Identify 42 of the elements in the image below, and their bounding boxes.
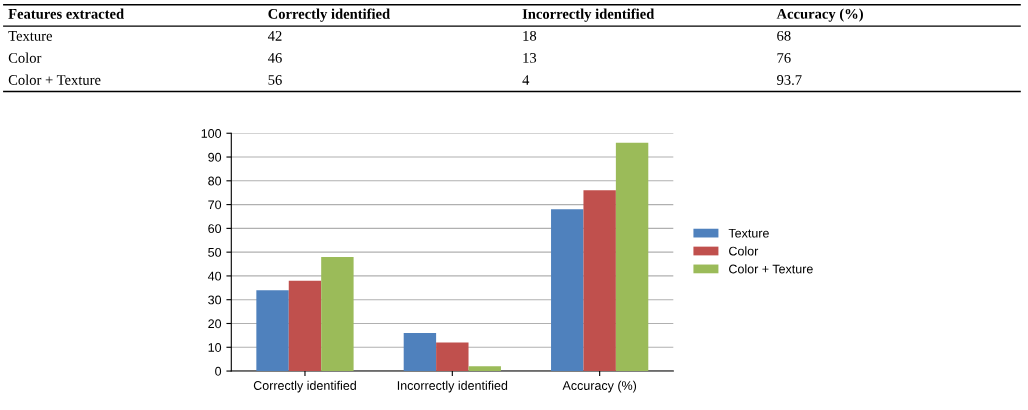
- x-tick-label: Correctly identified: [253, 380, 356, 393]
- text: 4: [522, 75, 530, 85]
- y-tick-label: 80: [208, 176, 222, 186]
- y-tick-label: 90: [208, 152, 222, 162]
- bar: [321, 256, 354, 372]
- y-tick-label: 50: [208, 247, 222, 257]
- category-label: Accuracy (%): [776, 8, 863, 22]
- y-tick-label: 70: [208, 200, 222, 210]
- bar: [468, 366, 501, 372]
- legend-label: Color: [729, 246, 759, 256]
- text: 13: [523, 53, 537, 63]
- y-tick-label: 10: [208, 343, 222, 352]
- text: 68: [777, 30, 791, 41]
- x-tick-label: Accuracy (%): [562, 380, 637, 393]
- y-tick-label: 30: [208, 295, 222, 305]
- text: 42: [267, 31, 282, 41]
- y-tick-label: 20: [208, 319, 222, 329]
- category-label: Features extracted: [8, 8, 124, 19]
- text: 76: [777, 53, 791, 63]
- x-tick-label: Incorrectly identified: [397, 380, 508, 393]
- bar: [436, 342, 469, 372]
- bar: [403, 333, 437, 372]
- text: 56: [268, 75, 282, 85]
- category-label: Correctly identified: [268, 8, 390, 22]
- category-label: Color: [8, 52, 42, 63]
- text: 46: [267, 53, 282, 63]
- legend-label: Color + Texture: [729, 264, 813, 274]
- category-label: Incorrectly identified: [522, 8, 655, 22]
- bar: [551, 209, 584, 372]
- y-tick-label: 60: [208, 224, 222, 234]
- legend-label: Texture: [728, 228, 769, 238]
- category-label: Color + Texture: [8, 74, 101, 85]
- text: 18: [523, 30, 537, 41]
- text: 93.7: [777, 75, 802, 85]
- category-label: Texture: [8, 31, 52, 41]
- bar: [583, 190, 616, 372]
- bar: [288, 280, 322, 372]
- y-tick-label: 100: [201, 129, 222, 138]
- bar: [615, 142, 649, 372]
- bar: [256, 290, 289, 372]
- y-tick-label: 40: [207, 271, 222, 281]
- y-tick-label: 0: [215, 366, 222, 376]
